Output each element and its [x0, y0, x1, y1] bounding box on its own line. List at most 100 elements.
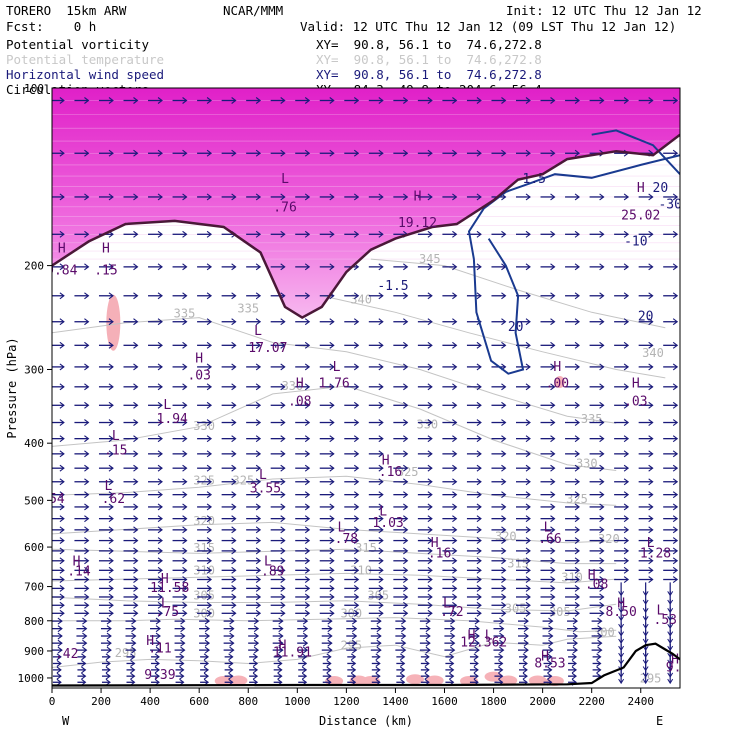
vector-head — [231, 526, 237, 534]
pv-extremum-label: H — [632, 377, 640, 392]
vector-head — [326, 653, 332, 661]
vector-head — [280, 557, 286, 565]
vector-head — [84, 601, 90, 609]
vector-head — [302, 639, 309, 647]
vector-head — [59, 193, 65, 201]
vector-head — [623, 401, 630, 409]
vector-head — [255, 435, 262, 443]
vector-head — [84, 383, 90, 391]
vector-head — [474, 632, 480, 640]
vector-head — [378, 230, 384, 238]
pv-extremum-label: .53 — [654, 613, 677, 628]
vector-head — [353, 478, 360, 486]
vector-head — [157, 515, 163, 523]
vector-head — [550, 419, 556, 426]
legend-xy-pv: XY= 90.8, 56.1 to 74.6,272.8 — [316, 37, 542, 52]
vector-head — [133, 584, 139, 592]
vector-head — [672, 193, 679, 201]
vector-head — [59, 537, 65, 545]
theta-label: 320 — [495, 530, 517, 544]
vector-head — [157, 601, 163, 609]
vector-head — [476, 401, 482, 409]
vector-head — [427, 609, 433, 617]
vector-head — [327, 617, 333, 625]
vector-head — [501, 593, 507, 601]
vector-head — [130, 660, 136, 667]
vector-head — [154, 672, 160, 680]
vector-head — [401, 639, 407, 647]
vector-head — [84, 584, 90, 592]
vector-head — [133, 537, 139, 545]
vector-head — [452, 593, 458, 601]
vector-head — [278, 632, 284, 640]
vector-head — [427, 230, 433, 238]
y-axis-title: Pressure (hPa) — [5, 337, 19, 438]
x-tick-label: 2400 — [628, 695, 655, 708]
vector-head — [623, 193, 630, 201]
vector-head — [548, 617, 554, 625]
vector-head — [427, 193, 433, 201]
vector-head — [501, 503, 507, 511]
vector-head — [574, 193, 580, 201]
vector-head — [597, 617, 603, 625]
x-tick-label: 800 — [238, 695, 258, 708]
vector-head — [501, 515, 507, 523]
vector-head — [452, 609, 458, 617]
x-tick-label: 1000 — [284, 695, 311, 708]
vector-head — [84, 609, 90, 617]
legend-xy-theta: XY= 90.8, 56.1 to 74.6,272.8 — [316, 52, 542, 67]
vector-head — [550, 193, 556, 201]
vector-head — [231, 547, 237, 555]
vector-head — [301, 672, 308, 680]
vector-head — [255, 230, 262, 238]
vector-head — [108, 576, 114, 583]
vector-head — [253, 632, 260, 640]
vector-head — [206, 401, 213, 409]
vector-head — [329, 363, 335, 371]
wind-label: -10 — [624, 235, 647, 250]
vector-head — [648, 230, 654, 238]
vector-head — [108, 464, 114, 472]
vector-head — [571, 660, 577, 667]
vector-head — [525, 537, 531, 545]
vector-head — [476, 593, 482, 601]
vector-head — [452, 383, 458, 391]
vector-head — [133, 601, 139, 609]
vector-head — [501, 341, 507, 349]
vector-head — [353, 292, 360, 300]
vector-head — [375, 653, 381, 661]
vector-head — [304, 515, 311, 523]
vector-head — [476, 566, 482, 574]
vector-head — [56, 653, 62, 661]
y-tick-label: 100 — [24, 82, 44, 95]
vector-head — [131, 617, 137, 625]
theta-label: 330 — [193, 419, 215, 433]
vector-head — [329, 537, 335, 545]
pv-extremum-label: 9.39 — [144, 668, 175, 683]
vector-head — [476, 526, 482, 534]
vector-head — [182, 401, 188, 409]
vector-head — [329, 419, 335, 426]
vector-head — [501, 566, 507, 574]
vector-head — [84, 193, 90, 201]
vector-head — [476, 230, 482, 238]
vector-head — [378, 478, 384, 486]
vector-head — [452, 419, 458, 426]
vector-head — [672, 537, 679, 545]
vector-head — [574, 576, 580, 583]
vector-head — [522, 660, 528, 667]
vector-head — [329, 318, 335, 326]
vector-head — [550, 363, 556, 371]
pv-extremum-label: .75 — [156, 605, 179, 620]
vector-head — [525, 435, 531, 443]
vector-head — [280, 97, 286, 104]
vector-head — [574, 383, 580, 391]
vector-head — [499, 639, 505, 647]
pv-extremum-label: L — [647, 536, 655, 551]
vector-head — [427, 401, 433, 409]
vector-head — [59, 97, 65, 104]
vector-head — [623, 97, 630, 104]
pv-extremum-label: H — [73, 555, 81, 570]
vector-head — [304, 450, 311, 458]
